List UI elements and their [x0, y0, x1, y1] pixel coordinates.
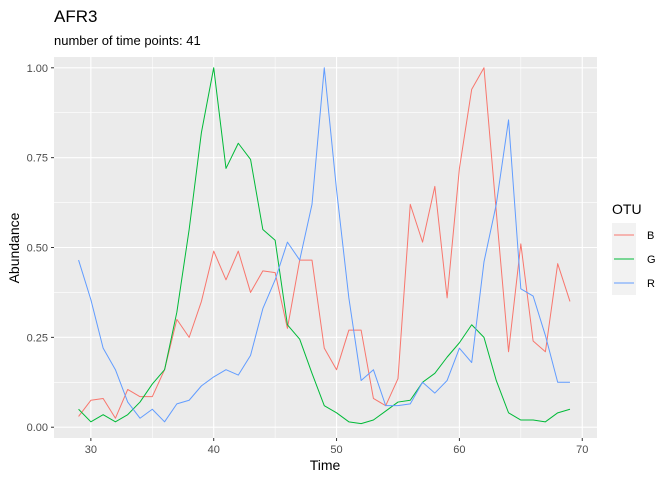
- x-tick-label: 40: [208, 444, 220, 456]
- legend-item-B: B: [612, 223, 654, 247]
- legend-label: R: [647, 278, 655, 290]
- x-tick-label: 70: [576, 444, 588, 456]
- series-lines: [78, 67, 571, 425]
- x-tick-label: 50: [330, 444, 342, 456]
- series-line-B: [78, 67, 571, 419]
- series-line-R: [78, 67, 570, 423]
- legend-label: G: [647, 254, 656, 266]
- y-axis-title: Abundance: [6, 212, 22, 283]
- legend-title: OTU: [612, 201, 642, 217]
- x-tick-label: 30: [85, 444, 97, 456]
- chart-title: AFR3: [54, 7, 97, 26]
- y-tick-label: 1.00: [27, 63, 48, 75]
- grid: [54, 57, 597, 438]
- y-axis: 0.00 0.25 0.50 0.75 1.00: [27, 63, 54, 434]
- x-axis: 30 40 50 60 70: [85, 438, 588, 456]
- chart-subtitle: number of time points: 41: [54, 33, 201, 48]
- y-tick-label: 0.75: [27, 153, 48, 165]
- legend: OTU BGR: [612, 201, 656, 295]
- x-axis-title: Time: [310, 457, 341, 473]
- y-tick-label: 0.25: [27, 332, 48, 344]
- y-tick-label: 0.50: [27, 243, 48, 255]
- y-tick-label: 0.00: [27, 422, 48, 434]
- legend-label: B: [647, 230, 654, 242]
- x-tick-label: 60: [453, 444, 465, 456]
- legend-item-G: G: [612, 247, 656, 271]
- legend-item-R: R: [612, 271, 655, 295]
- series-line-G: [78, 67, 571, 425]
